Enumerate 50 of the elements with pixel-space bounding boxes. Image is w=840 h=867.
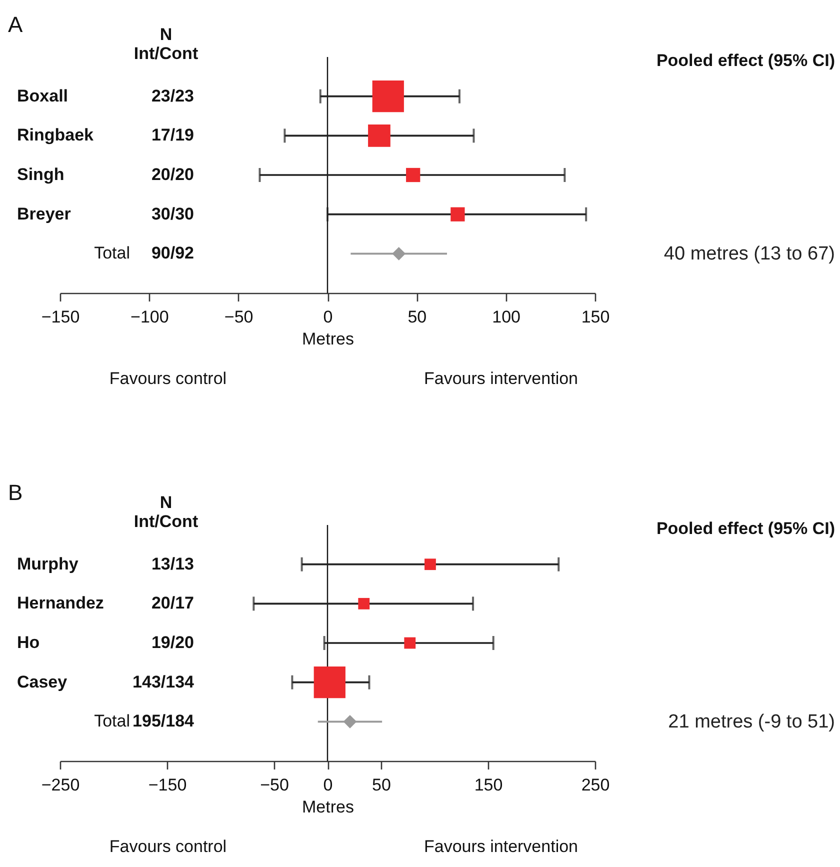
y2-tick-label: 30/30 xyxy=(151,204,194,224)
text: 40 metres (13 to 67) xyxy=(664,244,835,265)
y2-tick-label: 23/23 xyxy=(151,86,194,106)
chart-title: A xyxy=(8,12,23,37)
text: Pooled effect (95% CI) xyxy=(656,51,835,70)
chart-title: B xyxy=(8,480,23,505)
x-tick-label: 0 xyxy=(323,308,333,326)
category-label: Total xyxy=(94,712,130,731)
y2-tick-label: 90/92 xyxy=(151,244,194,263)
text: Favours control xyxy=(109,837,227,856)
category-label: Murphy xyxy=(17,554,78,574)
x-tick-label: −150 xyxy=(41,308,80,326)
x-tick-label: −250 xyxy=(41,776,80,794)
x-axis-title: Metres xyxy=(302,330,354,348)
category-label: Boxall xyxy=(17,86,68,106)
category-label: Casey xyxy=(17,672,68,692)
x-tick-label: 150 xyxy=(474,776,503,794)
category-label: Ho xyxy=(17,633,40,652)
category-label: Total xyxy=(94,244,130,263)
x-tick-label: 50 xyxy=(372,776,391,794)
y2-tick-label: 20/20 xyxy=(151,165,194,184)
text: Pooled effect (95% CI) xyxy=(656,519,835,538)
text: 21 metres (-9 to 51) xyxy=(668,712,835,733)
category-label: Ringbaek xyxy=(17,126,94,145)
x-tick-label: 150 xyxy=(581,308,610,326)
category-label: Hernandez xyxy=(17,594,104,613)
x-tick-label: 250 xyxy=(581,776,610,794)
x-tick-label: 100 xyxy=(492,308,521,326)
y2-tick-label: 20/17 xyxy=(151,594,194,613)
y2-tick-label: 13/13 xyxy=(151,554,194,574)
text: Favours intervention xyxy=(424,837,578,856)
x-tick-label: −150 xyxy=(148,776,187,794)
text: Favours intervention xyxy=(424,369,578,388)
text: Favours control xyxy=(109,369,227,388)
x-tick-label: −50 xyxy=(224,308,254,326)
x-tick-label: 50 xyxy=(408,308,427,326)
x-axis-title: Metres xyxy=(302,798,354,816)
x-tick-label: 0 xyxy=(323,776,333,794)
y2-tick-label: 195/184 xyxy=(132,712,195,731)
annotation: Int/Cont xyxy=(134,512,198,531)
x-tick-label: −50 xyxy=(260,776,289,794)
y2-tick-label: 17/19 xyxy=(151,126,194,145)
y2-tick-label: 143/134 xyxy=(132,672,195,692)
y2-tick-label: 19/20 xyxy=(151,633,194,652)
annotation: Int/Cont xyxy=(134,44,198,63)
text: N xyxy=(160,493,172,512)
x-tick-label: −100 xyxy=(130,308,169,326)
category-label: Singh xyxy=(17,165,64,184)
text: N xyxy=(160,25,172,44)
category-label: Breyer xyxy=(17,204,71,224)
